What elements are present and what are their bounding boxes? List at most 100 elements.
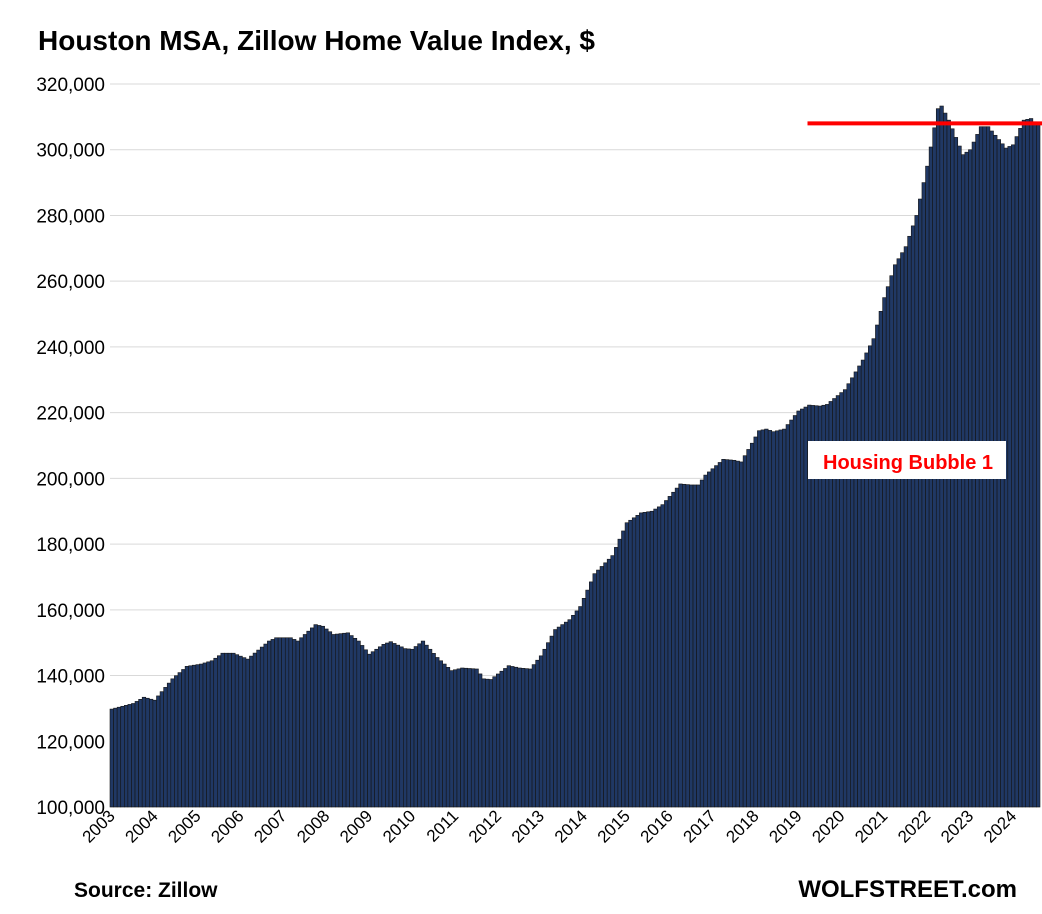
x-tick-label: 2021 [851, 806, 891, 846]
bar [288, 637, 293, 808]
bar [574, 610, 579, 808]
bar [749, 442, 755, 808]
bar [742, 455, 747, 808]
bar [510, 666, 515, 808]
bar [256, 649, 261, 808]
bar [864, 352, 869, 808]
bar [581, 598, 587, 808]
bar [342, 632, 347, 808]
bar [538, 655, 544, 808]
bar [460, 667, 465, 808]
bar [560, 624, 565, 808]
y-tick-label: 280,000 [36, 206, 105, 227]
bar [546, 642, 551, 808]
bar [263, 643, 268, 808]
bar [724, 459, 730, 808]
bar [775, 430, 780, 808]
bar [732, 459, 737, 808]
bar [270, 639, 275, 808]
bar [431, 653, 436, 808]
bar [406, 648, 411, 808]
bar [302, 634, 308, 808]
bar [614, 547, 619, 808]
bar [771, 431, 776, 808]
bar [914, 215, 919, 808]
bar [764, 428, 769, 808]
bar [757, 430, 762, 808]
bar [556, 626, 561, 808]
bar [878, 311, 883, 808]
annotation-background [808, 441, 1006, 479]
bar [699, 479, 705, 808]
bar [352, 637, 358, 808]
bar [367, 653, 372, 808]
bar [567, 619, 572, 808]
bar [195, 664, 200, 808]
bar [603, 562, 608, 808]
bar [921, 182, 926, 808]
bar [177, 672, 182, 808]
brand-label: WOLFSTREET.com [798, 876, 1017, 903]
bar [445, 667, 451, 808]
bar [395, 644, 401, 808]
bar [871, 338, 876, 808]
bar [410, 648, 415, 808]
y-tick-label: 140,000 [36, 667, 105, 688]
bar [231, 652, 236, 808]
bar [767, 430, 773, 808]
bar [521, 668, 526, 808]
bar [885, 286, 891, 808]
bar [488, 679, 494, 808]
bar [320, 625, 325, 808]
bar [667, 496, 672, 808]
bar [152, 699, 157, 808]
bar [653, 508, 658, 808]
bar [617, 538, 622, 808]
bar [571, 614, 576, 808]
bar [377, 646, 383, 808]
bar [585, 589, 590, 808]
bar [413, 646, 418, 808]
y-tick-label: 300,000 [36, 141, 105, 162]
bar [381, 644, 386, 808]
bar [896, 258, 901, 808]
bar [259, 646, 265, 808]
bar [245, 658, 250, 808]
bar [506, 665, 511, 808]
bar [252, 652, 257, 808]
bar [721, 458, 726, 808]
bar [1021, 119, 1026, 808]
bar [338, 633, 343, 808]
x-tick-label: 2017 [680, 806, 720, 846]
x-tick-label: 2018 [722, 806, 762, 846]
x-tick-label: 2013 [508, 806, 548, 846]
bar [295, 640, 300, 808]
bar [481, 678, 486, 808]
bar [292, 639, 297, 808]
bar [925, 165, 930, 808]
bar [284, 637, 290, 808]
bar [149, 698, 154, 808]
bar [388, 641, 393, 808]
bar [860, 359, 866, 808]
bar [753, 436, 758, 808]
y-tick-label: 180,000 [36, 535, 105, 556]
bar [399, 646, 404, 808]
bar [782, 428, 787, 808]
x-tick-label: 2020 [808, 806, 848, 846]
bar [778, 429, 783, 808]
bar [589, 581, 594, 808]
bar [796, 410, 801, 808]
bar [220, 652, 225, 808]
bar [134, 701, 139, 808]
bar [875, 324, 880, 808]
bar [313, 624, 318, 808]
x-tick-label: 2010 [379, 806, 419, 846]
bar [621, 530, 626, 808]
bar [882, 297, 887, 808]
bar [639, 512, 644, 808]
bar [685, 484, 690, 808]
bar [249, 655, 254, 808]
bar [578, 606, 583, 808]
bar [417, 643, 422, 808]
